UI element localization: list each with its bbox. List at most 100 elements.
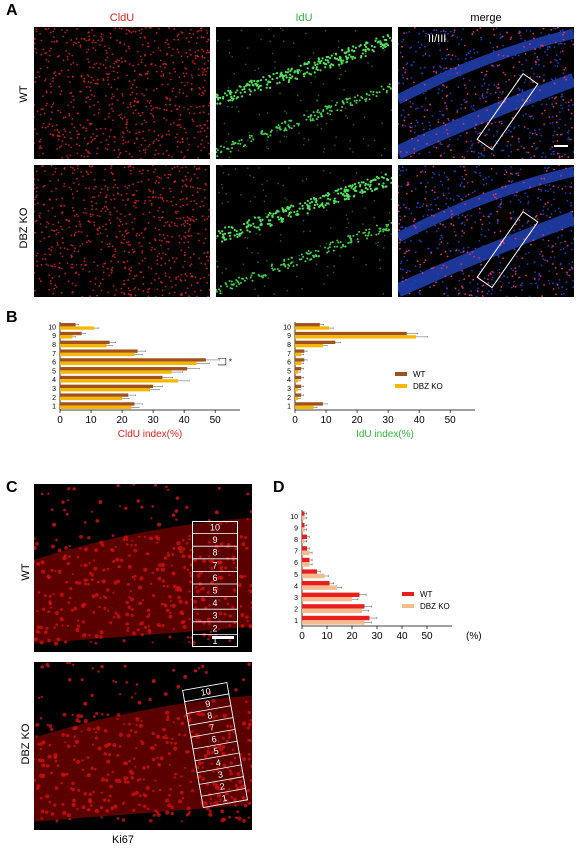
row-label-c-dbz-ko: DBZ KO <box>20 723 32 765</box>
bar <box>302 608 362 614</box>
bar <box>302 534 307 539</box>
bar <box>295 370 299 374</box>
bin-label: 1 <box>221 793 228 804</box>
panel-letter-a: A <box>6 2 18 19</box>
bar <box>295 331 407 336</box>
tick-label: 9 <box>287 333 291 340</box>
bar <box>302 546 307 551</box>
bar <box>302 511 305 516</box>
bin-label: 2 <box>219 781 226 792</box>
scale-bar-c <box>212 636 234 639</box>
x-tick-label: 50 <box>445 415 457 426</box>
bar <box>60 402 135 406</box>
bar <box>302 557 310 563</box>
bar <box>295 349 305 353</box>
micrograph-wt-cldu <box>34 27 210 159</box>
bar <box>60 352 135 357</box>
tick-label: 6 <box>52 360 56 367</box>
micrograph-wt-idu <box>216 27 392 159</box>
bar <box>295 323 320 327</box>
bin-label: 8 <box>212 548 217 558</box>
bin-label: 7 <box>212 560 217 570</box>
micrograph-wt-merge: II/III <box>398 27 574 159</box>
chart-ki67-distribution: 1 2 3 4 5 6 7 8 9 10 0 10 20 30 40 50 (%) WT DBZ KO <box>290 510 482 642</box>
legend-label: WT <box>420 590 433 599</box>
bar <box>295 393 302 397</box>
bar <box>295 326 330 330</box>
micrograph-ki67-wt: 1 2 3 4 5 6 7 8 9 10 <box>34 484 252 652</box>
tick-label: 7 <box>294 549 298 556</box>
micrograph-dbz-idu <box>216 165 392 297</box>
tick-label: 10 <box>290 514 298 521</box>
bar <box>302 585 337 590</box>
bar <box>295 340 336 344</box>
tick-label: 8 <box>294 537 298 544</box>
tick-label: 3 <box>287 386 291 393</box>
bar <box>295 367 302 371</box>
tick-label: 4 <box>52 377 56 384</box>
bar <box>295 396 299 401</box>
bin-label: 2 <box>212 623 217 633</box>
row-label-wt: WT <box>18 85 30 103</box>
panel-letter-b: B <box>6 309 18 326</box>
bar <box>60 344 107 348</box>
scale-bar <box>554 145 568 147</box>
bin-label: 3 <box>212 611 217 621</box>
chart-cldu-index: 1 2 3 4 56 * 7 8 9 10 0 10 20 30 40 50 CldU index(%) <box>48 322 240 440</box>
stain-label: Ki67 <box>112 834 135 846</box>
bar <box>295 361 302 365</box>
bar <box>295 405 314 409</box>
bar <box>60 370 172 374</box>
bin-label: 4 <box>212 598 217 608</box>
bar <box>60 396 123 401</box>
bar <box>60 323 76 327</box>
bar <box>60 375 163 380</box>
bar <box>295 384 302 388</box>
bar <box>302 527 305 532</box>
legend-swatch <box>402 592 414 596</box>
x-tick-label: 10 <box>320 415 332 426</box>
x-tick-label: 10 <box>85 415 97 426</box>
tick-label: 8 <box>287 342 291 349</box>
bar <box>60 361 197 365</box>
bar <box>60 358 206 362</box>
x-tick-label: 20 <box>352 415 364 426</box>
x-tick-label: 30 <box>371 631 383 642</box>
bin-label: 10 <box>200 686 212 698</box>
bar <box>302 592 360 597</box>
bin-strip-dbz: 1 2 3 4 5 6 7 8 9 10 <box>182 682 249 809</box>
tick-label: 2 <box>52 395 56 402</box>
bar <box>295 352 302 357</box>
legend-swatch <box>402 604 414 608</box>
x-tick-label: 40 <box>179 415 191 426</box>
bin-strip-wt: 1 2 3 4 5 6 7 8 9 10 <box>192 521 238 647</box>
x-tick-label: 0 <box>292 415 298 426</box>
bar <box>295 388 299 392</box>
bar <box>302 550 310 556</box>
tick-label: 1 <box>52 404 56 411</box>
tick-label: 9 <box>294 525 298 532</box>
x-tick-label: 50 <box>421 631 433 642</box>
bar <box>302 539 305 544</box>
bin-label: 5 <box>212 585 217 595</box>
bar <box>60 367 188 371</box>
tick-label: 1 <box>287 404 291 411</box>
x-tick-label: 30 <box>148 415 160 426</box>
tick-label: 4 <box>287 377 291 384</box>
bar <box>302 597 352 602</box>
significance-bracket <box>217 357 227 366</box>
tick-label: 10 <box>48 324 56 331</box>
micrograph-dbz-cldu <box>34 165 210 297</box>
bar <box>60 331 82 336</box>
bar <box>295 375 302 380</box>
tick-label: 7 <box>52 351 56 358</box>
panel-letter-c: C <box>6 479 18 496</box>
x-tick-label: 10 <box>321 631 333 642</box>
bar <box>60 379 178 383</box>
col-title-merge: merge <box>470 12 502 24</box>
bin-label: 1 <box>212 636 217 646</box>
bar <box>302 515 305 521</box>
bar <box>60 326 95 330</box>
x-axis-unit: (%) <box>466 631 482 642</box>
legend-label: WT <box>413 370 426 379</box>
